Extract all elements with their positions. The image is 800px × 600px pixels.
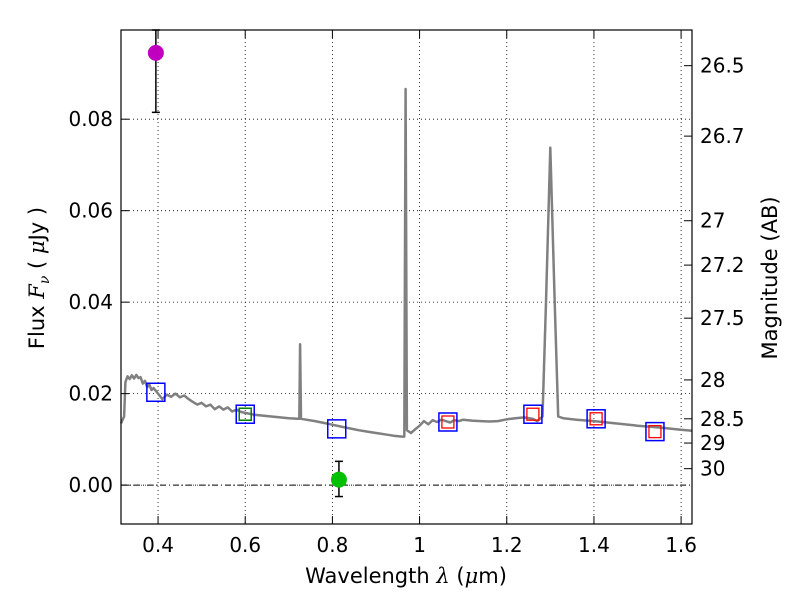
blue-model-box xyxy=(327,419,347,439)
y-axis-label: Flux Fν ( μJy ) xyxy=(25,207,53,349)
y-tick-label: 0.02 xyxy=(68,382,113,406)
magnitude-tick-label: 27 xyxy=(700,209,725,233)
blue-model-box xyxy=(146,382,166,403)
magnitude-tick-label: 26.7 xyxy=(700,124,745,148)
blue-model-box xyxy=(586,409,606,429)
x-tick-label: 0.8 xyxy=(316,533,348,557)
blue-model-box xyxy=(523,404,543,424)
x-tick-label: 0.6 xyxy=(229,533,261,557)
red-observed-box xyxy=(648,424,662,439)
magnitude-tick-label: 28.5 xyxy=(700,407,745,431)
x-tick-label: 1 xyxy=(413,533,426,557)
red-observed-box xyxy=(526,407,540,421)
green-observed-box xyxy=(238,407,252,421)
right-axis-label: Magnitude (AB) xyxy=(758,196,782,359)
blue-model-box xyxy=(235,404,255,424)
x-tick-label: 1.4 xyxy=(578,533,610,557)
green-data-point xyxy=(330,471,347,488)
blue-model-box xyxy=(645,421,665,442)
x-tick-label: 1.2 xyxy=(491,533,523,557)
x-axis-label: Wavelength λ (μm) xyxy=(305,564,507,588)
plot-frame xyxy=(120,29,693,525)
magnitude-tick-label: 29 xyxy=(700,431,725,455)
y-tick-label: 0.04 xyxy=(68,290,113,314)
y-tick-label: 0.08 xyxy=(68,107,113,131)
model-spectrum-line xyxy=(119,87,693,438)
magnitude-tick-label: 26.5 xyxy=(700,54,745,78)
magnitude-tick-label: 27.2 xyxy=(700,253,745,277)
magnitude-tick-label: 28 xyxy=(700,368,725,392)
magenta-data-point xyxy=(147,44,164,61)
red-observed-box xyxy=(589,412,603,426)
y-tick-label: 0.06 xyxy=(68,199,113,223)
magnitude-tick-label: 27.5 xyxy=(700,306,745,330)
red-observed-box xyxy=(441,415,455,429)
x-tick-label: 1.6 xyxy=(665,533,697,557)
photometry-markers xyxy=(146,29,665,498)
magnitude-tick-label: 30 xyxy=(700,457,725,481)
x-tick-label: 0.4 xyxy=(142,533,174,557)
blue-model-box xyxy=(438,412,458,432)
y-tick-label: 0.00 xyxy=(68,473,113,497)
axis-ticks: 0.4 0.6 0.8 1 1.2 1.4 1.6 0.00 0.02 0.04 0.06 0.08 2… xyxy=(68,30,745,557)
